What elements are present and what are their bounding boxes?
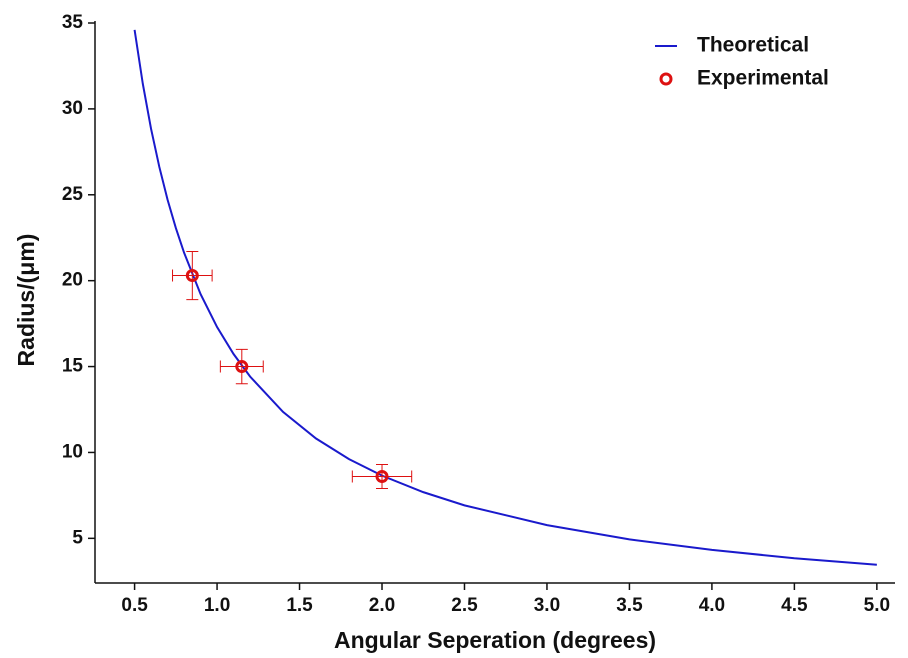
y-axis-title: Radius/(μm): [13, 234, 39, 367]
x-error-bar: [172, 269, 213, 282]
data-point: [375, 469, 389, 483]
x-tick-label: 2.5: [451, 595, 478, 616]
legend-label: Theoretical: [697, 34, 809, 57]
x-error-bar: [351, 470, 413, 483]
x-tick-label: 4.5: [781, 595, 808, 616]
y-tick-label: 20: [62, 270, 83, 291]
x-error-bar: [219, 360, 264, 373]
x-tick-label: 5.0: [864, 595, 890, 616]
legend-label: Experimental: [697, 67, 829, 90]
x-tick-label: 1.5: [286, 595, 313, 616]
y-tick-label: 15: [62, 356, 84, 377]
x-tick-label: 4.0: [699, 595, 725, 616]
x-axis-title: Angular Seperation (degrees): [334, 627, 656, 653]
y-tick-label: 25: [62, 184, 84, 205]
data-point: [185, 269, 199, 283]
data-point: [235, 360, 249, 374]
theoretical-curve: [133, 29, 877, 566]
y-tick-label: 5: [72, 527, 83, 548]
y-tick-label: 30: [62, 98, 83, 119]
x-tick-label: 3.5: [616, 595, 643, 616]
x-tick-label: 1.0: [204, 595, 230, 616]
x-tick-label: 0.5: [121, 595, 148, 616]
x-tick-label: 3.0: [534, 595, 560, 616]
legend-swatch: [659, 72, 673, 86]
y-tick-label: 35: [62, 12, 84, 33]
x-tick-label: 2.0: [369, 595, 395, 616]
y-tick-label: 10: [62, 441, 83, 462]
